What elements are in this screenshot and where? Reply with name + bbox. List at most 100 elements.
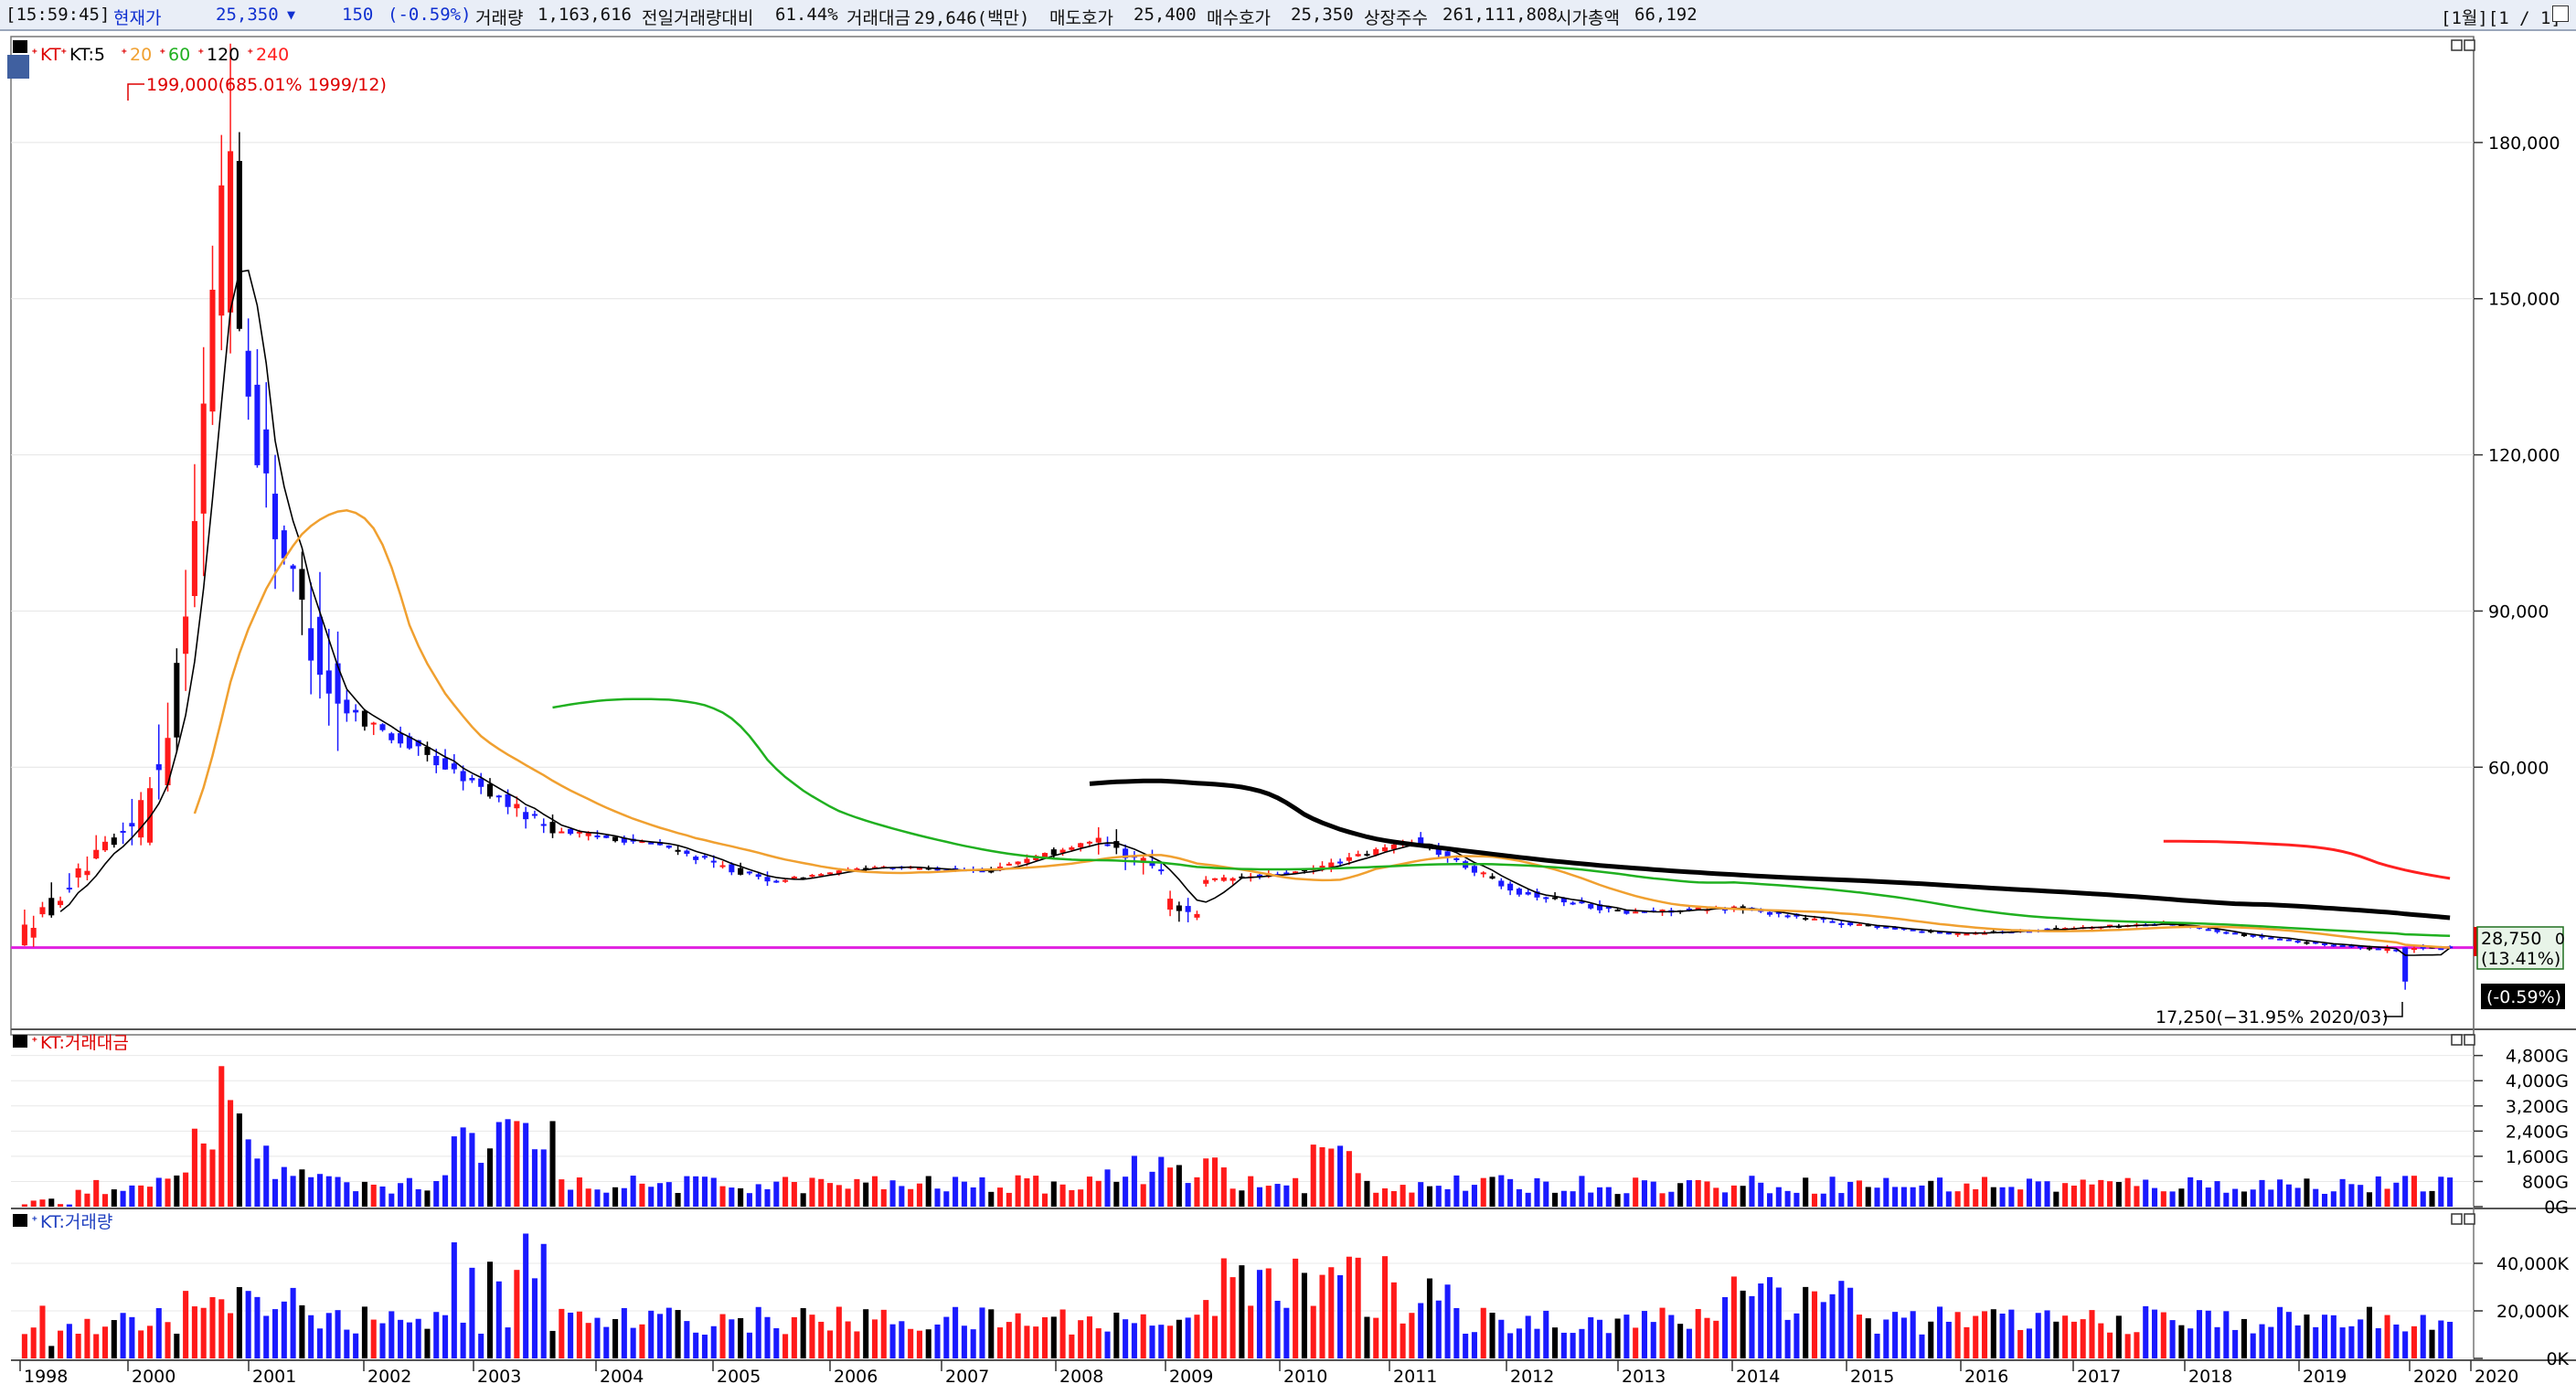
volume-bar <box>495 1281 502 1358</box>
volume-bar <box>469 1133 475 1207</box>
volume-bar <box>1677 1183 1684 1207</box>
candle <box>1211 878 1219 882</box>
volume-bar <box>1919 1185 1925 1207</box>
volume-bar <box>1910 1311 1916 1358</box>
volume-bar <box>675 1193 681 1207</box>
volume-bar <box>1892 1312 1899 1358</box>
volume-bar <box>1265 1186 1272 1207</box>
volume-bar <box>335 1176 341 1207</box>
volume-bar <box>2205 1187 2211 1207</box>
legend-stock: KT <box>40 45 61 65</box>
volume-bar <box>1185 1183 1191 1207</box>
legend-ma-item: 20 <box>130 45 152 65</box>
low-annotation-pointer <box>2384 1002 2403 1017</box>
volume-bar <box>1794 1313 1800 1358</box>
volume-bar <box>1248 1176 1254 1207</box>
volume-bar <box>1283 1185 1290 1207</box>
volume-bar <box>2304 1178 2310 1207</box>
volume-bar <box>1203 1158 1209 1207</box>
volume-bar <box>2178 1325 2185 1358</box>
volume-bar <box>174 1175 180 1207</box>
volume-bar <box>2044 1310 2050 1358</box>
page-info[interactable]: [1월][1 / 1] <box>2441 8 2561 28</box>
volume-bar <box>433 1180 440 1207</box>
volume-bar <box>523 1233 529 1358</box>
volume-bar <box>576 1177 582 1207</box>
change-tag <box>2481 984 2565 1009</box>
volume-panel-icon[interactable] <box>13 1214 27 1227</box>
volume-bar <box>120 1190 126 1207</box>
volume-bar <box>2151 1309 2158 1358</box>
volume-bar <box>818 1321 825 1358</box>
volume-bar <box>58 1204 64 1207</box>
volume-bar <box>1373 1192 1379 1207</box>
volume-bar <box>1668 1315 1675 1358</box>
volume-bar <box>1149 1325 1155 1358</box>
volume-bar <box>665 1307 672 1358</box>
volume-bar <box>1740 1186 1746 1207</box>
panel-settings-icon[interactable] <box>7 55 29 79</box>
legend-ma-list: ᐩ KT:5 ᐩ 20 ᐩ 60 ᐩ 120 ᐩ 240 <box>60 45 289 65</box>
volume-bar <box>1900 1317 1907 1358</box>
volume-bar <box>1623 1193 1630 1207</box>
candle <box>1104 836 1111 847</box>
volume-bar <box>2241 1318 2247 1358</box>
volume-bar <box>953 1176 959 1207</box>
volume-bar <box>2115 1182 2122 1207</box>
volume-bar <box>2322 1193 2328 1207</box>
candle <box>818 873 825 877</box>
volume-bar <box>451 1242 457 1358</box>
volume-bar <box>2017 1189 2024 1207</box>
volume-bar <box>1525 1192 1531 1207</box>
volume-bar <box>1015 1175 1021 1207</box>
candle <box>101 836 109 853</box>
volume-bar <box>836 1306 842 1358</box>
volume-bar <box>2348 1184 2355 1207</box>
volume-bar <box>594 1317 601 1358</box>
price-panel-buttons[interactable] <box>2451 39 2475 51</box>
volume-bar <box>84 1318 90 1358</box>
amount-panel-icon[interactable] <box>13 1035 27 1048</box>
volume-bar <box>1489 1176 1496 1207</box>
candle <box>75 863 81 888</box>
volume-bar <box>1847 1287 1854 1358</box>
volume-bar <box>209 1296 216 1358</box>
volume-bar <box>684 1176 690 1207</box>
volume-bar <box>2447 1321 2454 1358</box>
volume-bar <box>1104 1331 1111 1358</box>
volume-bar <box>1158 1156 1165 1207</box>
volume-bar <box>442 1315 449 1358</box>
volume-bar <box>1123 1319 1129 1358</box>
volume-bar <box>621 1307 627 1358</box>
volume-bar <box>719 1314 726 1358</box>
volume-bar <box>1409 1313 1415 1358</box>
price-tag-value: 28,750 <box>2481 929 2541 949</box>
volume-bar <box>1104 1169 1111 1207</box>
candle <box>415 740 421 756</box>
window-button-icon[interactable] <box>2552 5 2569 22</box>
volume-bar <box>290 1287 296 1358</box>
volume-bar <box>1239 1265 1245 1358</box>
x-tick-label: 1998 <box>24 1367 68 1384</box>
volume-bar <box>1614 1318 1621 1358</box>
x-tick-label: 2009 <box>1169 1367 1213 1384</box>
volume-bar <box>612 1318 619 1358</box>
volume-bar <box>478 1333 484 1358</box>
volume-bar <box>701 1334 708 1358</box>
volume-bar <box>254 1296 261 1358</box>
volume-bar <box>111 1320 117 1358</box>
candle <box>1113 829 1120 855</box>
volume-bar <box>2214 1326 2220 1358</box>
stock-chart[interactable]: 1998 2000 2001 2002 2003 2004 2005 2006 2007 2008… <box>0 31 2576 1384</box>
legend-square-icon[interactable] <box>13 40 27 53</box>
amount-panel-buttons[interactable] <box>2451 1034 2475 1046</box>
volume-bar <box>1319 1147 1325 1207</box>
volume-bar <box>200 1307 207 1358</box>
candle <box>568 828 574 836</box>
volume-bar <box>943 1316 950 1358</box>
volume-bar <box>1560 1190 1567 1207</box>
volume-panel-buttons[interactable] <box>2451 1213 2475 1225</box>
candle <box>39 901 46 918</box>
volume-bar <box>1041 1316 1048 1358</box>
volume-bar <box>1301 1193 1307 1207</box>
